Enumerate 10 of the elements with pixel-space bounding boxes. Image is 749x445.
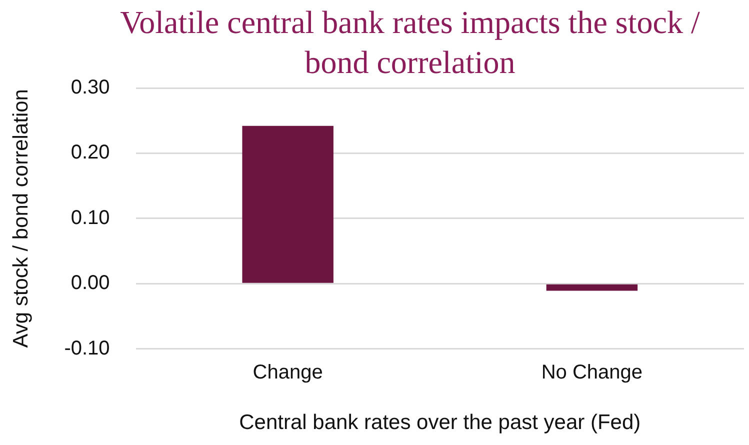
y-tick-label: 0.10: [70, 206, 110, 229]
x-tick-label: Change: [252, 361, 323, 384]
chart-title: Volatile central bank rates impacts the stock / bond correlation: [120, 4, 700, 80]
y-tick-label: 0.00: [70, 272, 110, 294]
y-axis-title: Avg stock / bond correlation: [9, 89, 32, 348]
y-tick-label: 0.20: [70, 142, 110, 164]
y-tick-label: -0.10: [64, 337, 110, 360]
x-axis-title: Central bank rates over the past year (Fed): [239, 411, 641, 434]
x-tick-label: No Change: [541, 361, 643, 384]
y-tick-label: 0.30: [70, 76, 110, 99]
